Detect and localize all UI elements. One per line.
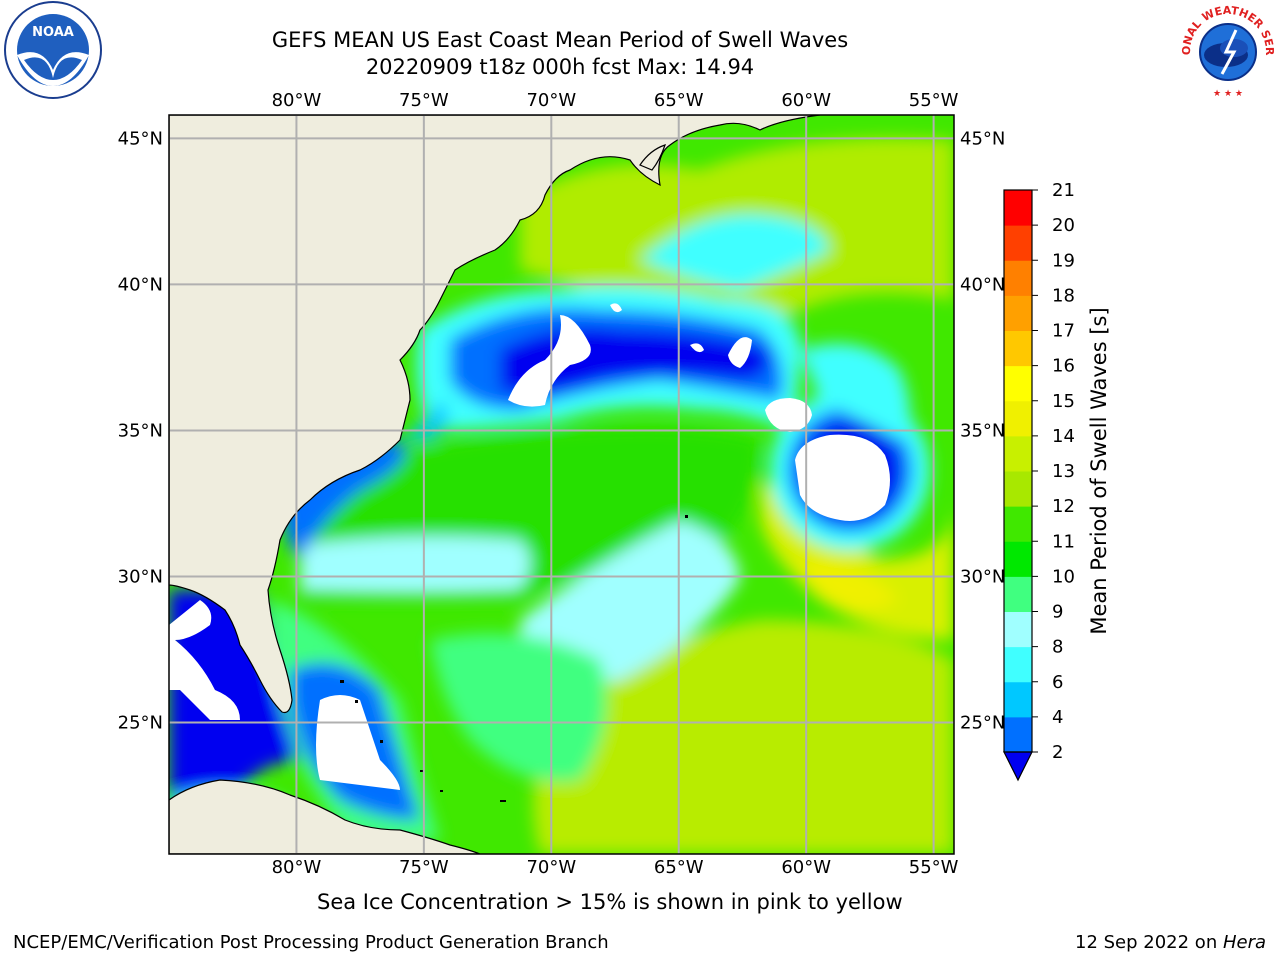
axis-labels: 80°W 80°W 75°W 75°W 70°W 70°W 65°W 65°W 60°W 60°W…	[118, 90, 1006, 878]
colorbar-segment	[1004, 646, 1032, 683]
lat-label-right: 30°N	[960, 567, 1005, 588]
footer-date-text: 12 Sep 2022 on	[1075, 932, 1223, 953]
colorbar-tick-label: 8	[1052, 637, 1063, 658]
colorbar-tick-label: 14	[1052, 426, 1075, 447]
footer-date: 12 Sep 2022 on Hera	[1075, 932, 1266, 953]
colorbar-segment	[1004, 225, 1032, 261]
colorbar-segment	[1004, 576, 1032, 612]
colorbar-tick-label: 12	[1052, 496, 1075, 517]
colorbar-segment	[1004, 295, 1032, 331]
lon-label-top: 80°W	[272, 90, 322, 111]
land	[169, 115, 821, 854]
colorbar-tick-label: 16	[1052, 356, 1075, 377]
colorbar-tick-label: 17	[1052, 321, 1075, 342]
colorbar-segment	[1004, 330, 1032, 367]
colorbar-segment	[1004, 716, 1032, 753]
lat-label-left: 40°N	[118, 274, 163, 295]
lon-label-top: 60°W	[781, 90, 831, 111]
lon-label-top: 65°W	[654, 90, 704, 111]
colorbar-tick-label: 20	[1052, 215, 1075, 236]
lon-label-bottom: 55°W	[909, 857, 959, 878]
colorbar-segment	[1004, 435, 1032, 472]
map-frame	[168, 114, 955, 855]
colorbar-tick-label: 9	[1052, 602, 1063, 623]
colorbar-segment	[1004, 260, 1032, 296]
lon-label-bottom: 60°W	[781, 857, 831, 878]
lat-label-left: 25°N	[118, 713, 163, 734]
colorbar-tick-label: 13	[1052, 461, 1075, 482]
svg-text:★ ★ ★: ★ ★ ★	[1213, 89, 1243, 99]
colorbar-tick-label: 2	[1052, 742, 1063, 763]
colorbar-segment	[1004, 611, 1032, 648]
lat-label-left: 30°N	[118, 567, 163, 588]
lat-label-right: 35°N	[960, 420, 1005, 441]
colorbar-segment	[1004, 506, 1032, 542]
colorbar-tick-label: 15	[1052, 391, 1075, 412]
lat-label-left: 45°N	[118, 128, 163, 149]
lon-label-top: 70°W	[526, 90, 576, 111]
colorbar-segment	[1004, 365, 1032, 402]
lon-label-top: 75°W	[399, 90, 449, 111]
colorbar-segment	[1004, 471, 1032, 507]
footer-host: Hera	[1222, 932, 1266, 953]
colorbar-tick-label: 11	[1052, 531, 1075, 552]
chart-title: GEFS MEAN US East Coast Mean Period of S…	[271, 28, 849, 52]
colorbar-tick-label: 10	[1052, 566, 1075, 587]
lon-label-bottom: 75°W	[399, 857, 449, 878]
chart-subtitle-run: 20220909 t18z 000h fcst Max: 14.94	[365, 55, 755, 79]
lat-label-left: 35°N	[118, 420, 163, 441]
colorbar-tick-label: 6	[1052, 672, 1063, 693]
colorbar-tick-label: 18	[1052, 285, 1075, 306]
nws-logo: NATIONAL WEATHER SERVICE ★ ★ ★	[1176, 0, 1276, 99]
colorbar: 2 4 6 8 9 10 11 12 13 14 15 16 17 18 19 20 21 Mean Period…	[1003, 180, 1111, 782]
colorbar-segment	[1004, 400, 1032, 437]
noaa-logo: NOAA	[4, 1, 102, 99]
lat-label-right: 40°N	[960, 274, 1005, 295]
lon-label-bottom: 80°W	[272, 857, 322, 878]
colorbar-tick-label: 4	[1052, 707, 1063, 728]
lon-label-bottom: 65°W	[654, 857, 704, 878]
noaa-logo-text: NOAA	[32, 25, 74, 40]
colorbar-segment	[1004, 681, 1032, 718]
graticule	[169, 115, 954, 854]
lon-label-bottom: 70°W	[526, 857, 576, 878]
sea-ice-note: Sea Ice Concentration > 15% is shown in …	[317, 890, 903, 914]
islands	[340, 515, 688, 802]
colorbar-segment	[1004, 541, 1032, 577]
colorbar-label: Mean Period of Swell Waves [s]	[1087, 307, 1111, 634]
colorbar-tick-label: 19	[1052, 250, 1075, 271]
footer-credit: NCEP/EMC/Verification Post Processing Pr…	[13, 932, 609, 953]
lat-label-right: 25°N	[960, 713, 1005, 734]
colorbar-tick-label: 21	[1052, 180, 1075, 201]
lat-label-right: 45°N	[960, 128, 1005, 149]
swell-period-field	[169, 115, 954, 854]
colorbar-under-arrow	[1003, 751, 1033, 782]
colorbar-segment	[1004, 190, 1032, 226]
lon-label-top: 55°W	[909, 90, 959, 111]
